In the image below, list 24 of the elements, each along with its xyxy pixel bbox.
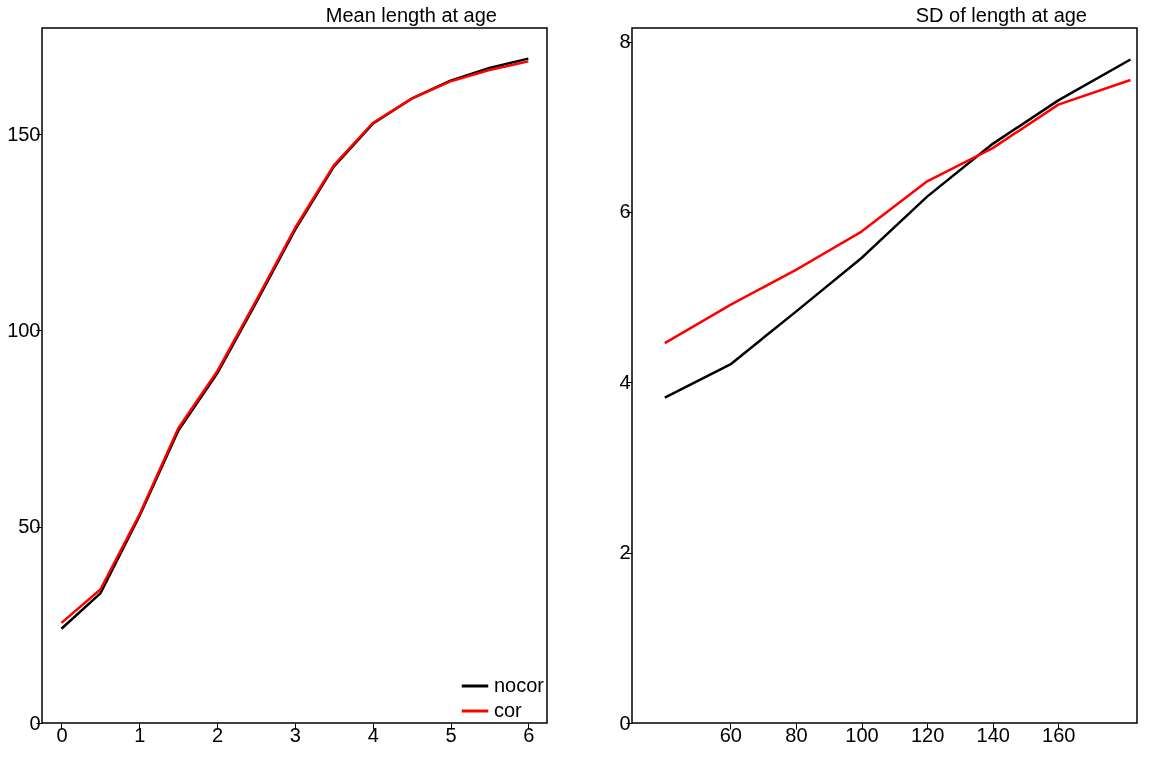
x-tick-label: 140 [976,723,1010,746]
legend-label: nocor [494,674,545,696]
x-tick-label: 80 [785,723,808,746]
x-tick-label: 1 [134,723,146,746]
x-tick-label: 3 [289,723,301,746]
y-tick-label: 4 [619,370,631,393]
y-tick-label: 150 [7,122,41,145]
x-tick-label: 120 [910,723,945,746]
x-tick-label: 160 [1042,723,1076,746]
y-tick-label: 2 [619,541,631,564]
y-tick-label: 8 [619,30,631,53]
y-tick-label: 50 [18,515,41,538]
chart-title: Mean length at age [325,4,497,26]
chart-title: SD of length at age [915,4,1087,26]
x-tick-label: 4 [367,723,379,746]
x-tick-label: 60 [719,723,742,746]
x-tick-label: 100 [845,723,879,746]
x-tick-label: 2 [212,723,224,746]
y-tick-label: 100 [7,318,41,341]
x-tick-label: 0 [56,723,68,746]
x-tick-label: 6 [523,723,535,746]
legend-label: cor [494,699,523,721]
y-tick-label: 6 [619,200,631,223]
x-tick-label: 5 [445,723,457,746]
